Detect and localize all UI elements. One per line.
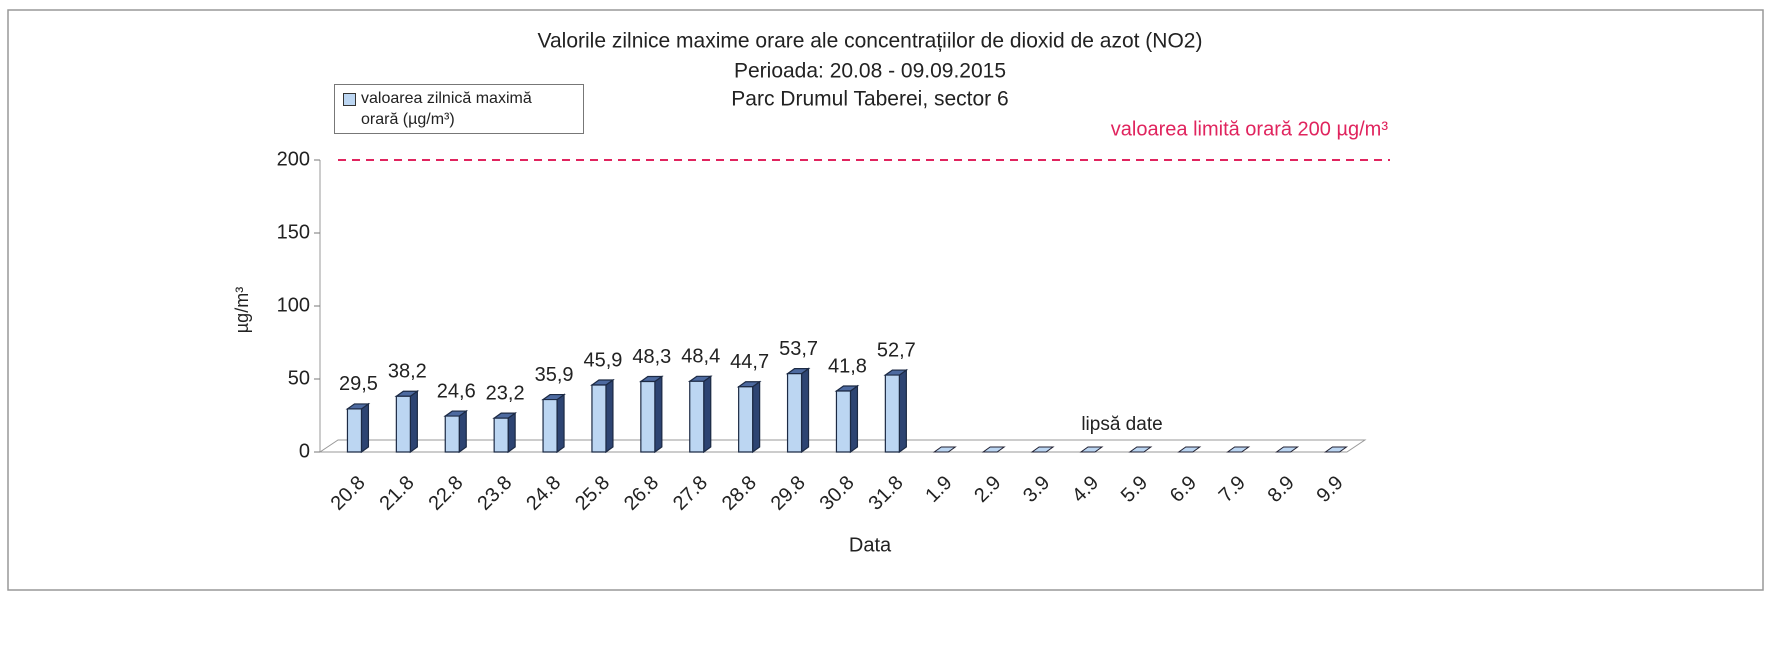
data-label: 52,7 <box>877 339 916 361</box>
data-label: 41,8 <box>828 355 867 377</box>
x-tick-label: 4.9 <box>1068 472 1103 507</box>
bar-side <box>800 367 810 454</box>
x-tick-label: 7.9 <box>1215 472 1250 507</box>
legend: valoarea zilnică maximă orară (µg/m³) <box>334 84 584 134</box>
bar-side <box>703 375 712 454</box>
bar <box>492 411 518 454</box>
chart-title: Valorile zilnice maxime orare ale concen… <box>538 30 1203 53</box>
frame <box>7 9 1764 591</box>
x-tick-label: 20.8 <box>327 472 370 515</box>
legend-swatch <box>343 93 356 106</box>
x-tick-label: 28.8 <box>718 472 761 515</box>
x-tick-label: 9.9 <box>1312 472 1347 507</box>
missing-marker <box>1079 446 1104 453</box>
bar <box>443 409 469 454</box>
data-label: 35,9 <box>535 364 574 386</box>
missing-marker <box>1177 446 1202 453</box>
bar-front <box>444 415 460 453</box>
x-tick-label: 8.9 <box>1264 472 1299 507</box>
bar <box>345 402 371 454</box>
x-tick-label: 2.9 <box>970 472 1005 507</box>
bar-front <box>346 408 363 453</box>
bar-side <box>654 375 663 454</box>
x-tick-label: 5.9 <box>1117 472 1152 507</box>
bar <box>541 393 566 454</box>
missing-marker <box>981 446 1006 453</box>
bar-side <box>409 390 418 454</box>
missing-marker <box>1030 446 1055 453</box>
bar-front <box>591 384 607 453</box>
bar-front <box>835 390 852 453</box>
x-tick-label: 21.8 <box>376 472 419 515</box>
x-tick-label: 23.8 <box>473 472 516 515</box>
data-label: 24,6 <box>437 380 476 402</box>
bar-side <box>752 380 761 454</box>
bar-front <box>640 380 656 453</box>
bar <box>687 375 713 454</box>
bar-front <box>542 398 558 453</box>
missing-marker <box>1323 446 1349 453</box>
x-tick-label: 3.9 <box>1019 472 1054 507</box>
x-axis-label: Data <box>849 534 892 556</box>
bar-front <box>689 380 705 453</box>
bar <box>638 375 664 454</box>
bar-front <box>493 417 509 453</box>
chart-subtitle: Parc Drumul Taberei, sector 6 <box>731 88 1008 111</box>
y-tick-label: 50 <box>288 367 310 389</box>
annotation: lipsă date <box>1081 414 1162 435</box>
bar-side <box>605 378 614 454</box>
x-tick-label: 29.8 <box>767 472 810 515</box>
data-label: 48,4 <box>681 346 720 368</box>
bar-side <box>507 411 516 454</box>
data-label: 29,5 <box>339 373 378 395</box>
bar-side <box>849 384 859 454</box>
x-tick-label: 24.8 <box>522 472 565 515</box>
y-tick-label: 200 <box>277 148 310 170</box>
x-tick-label: 31.8 <box>865 472 908 515</box>
bar-front <box>395 395 411 453</box>
data-label: 45,9 <box>583 349 622 371</box>
missing-marker <box>1226 446 1251 453</box>
data-label: 53,7 <box>779 338 818 360</box>
missing-marker <box>1128 446 1153 453</box>
bar-side <box>458 409 467 454</box>
x-tick-label: 22.8 <box>424 472 467 515</box>
y-tick-label: 0 <box>299 440 310 462</box>
bar <box>785 367 811 454</box>
bar-front <box>738 386 754 453</box>
x-tick-label: 6.9 <box>1166 472 1201 507</box>
y-tick-label: 150 <box>277 221 310 243</box>
missing-marker <box>1274 446 1300 453</box>
bar <box>883 368 909 454</box>
y-tick-label: 100 <box>277 294 310 316</box>
data-label: 23,2 <box>486 382 525 404</box>
missing-marker <box>932 446 957 453</box>
bar-side <box>360 402 370 454</box>
bar-side <box>898 368 907 454</box>
bar <box>834 384 860 454</box>
bar <box>394 390 420 454</box>
data-label: 38,2 <box>388 361 427 383</box>
bar-side <box>556 393 565 454</box>
legend-label: valoarea zilnică maximă orară (µg/m³) <box>361 90 532 128</box>
bar <box>736 380 762 454</box>
bar <box>590 378 615 454</box>
bar-front <box>884 374 900 453</box>
data-label: 48,3 <box>632 346 671 368</box>
x-tick-label: 26.8 <box>620 472 663 515</box>
data-label: 44,7 <box>730 351 769 373</box>
x-tick-label: 30.8 <box>816 472 859 515</box>
limit-label: valoarea limită orară 200 µg/m³ <box>1111 118 1389 140</box>
chart-subtitle: Perioada: 20.08 - 09.09.2015 <box>734 60 1006 83</box>
y-axis-label: µg/m³ <box>232 287 252 333</box>
bar-front <box>786 372 803 453</box>
x-tick-label: 25.8 <box>571 472 614 515</box>
x-tick-label: 1.9 <box>921 472 956 507</box>
x-tick-label: 27.8 <box>669 472 712 515</box>
